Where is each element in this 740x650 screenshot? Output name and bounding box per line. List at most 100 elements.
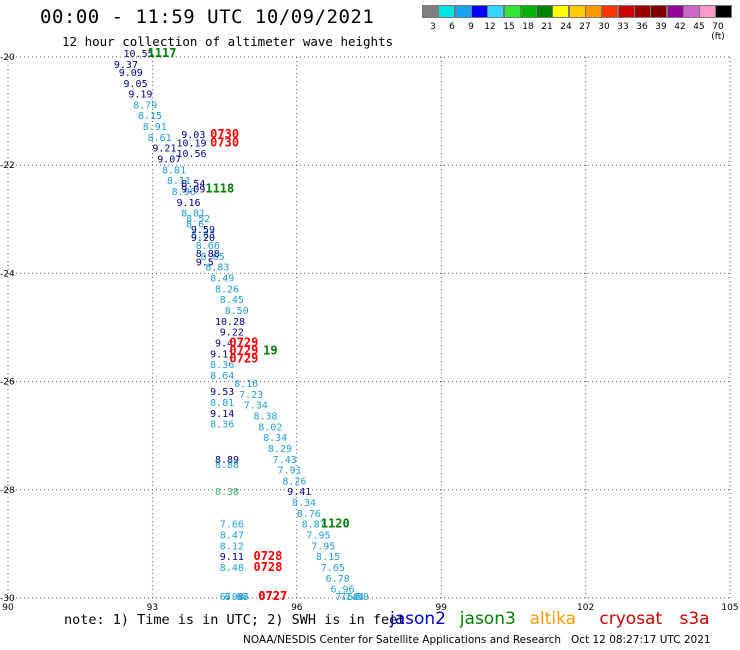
wave-height-label: 6.78 bbox=[326, 574, 350, 585]
x-tick-label: 105 bbox=[721, 603, 738, 610]
y-tick-label: -22 bbox=[0, 161, 15, 171]
wave-height-label: 9.41 bbox=[287, 487, 311, 498]
wave-height-label: 8.83 bbox=[205, 263, 229, 274]
wave-height-label: 8.66 bbox=[196, 241, 220, 252]
wave-height-label: 9.07 bbox=[157, 154, 181, 165]
wave-height-label: 6.66 bbox=[225, 592, 249, 603]
wave-height-label: 8.38 bbox=[253, 411, 277, 422]
wave-height-label: 10.55 bbox=[124, 49, 154, 60]
legend-item-cryosat: cryosat bbox=[599, 609, 663, 629]
wave-height-label: 6.98 bbox=[220, 592, 244, 603]
chart-plot: 90 93 96 99 102 105-20-22-24-26-28-30 10.5511… bbox=[0, 46, 739, 610]
wave-height-label: 9.11 bbox=[220, 552, 244, 563]
wave-height-label: 8.61 bbox=[148, 133, 172, 144]
wave-height-label: 7.59 bbox=[345, 592, 369, 603]
wave-height-label: 0728 bbox=[253, 560, 282, 574]
color-scale-label: 33 bbox=[617, 22, 629, 32]
wave-height-label: 8.76 bbox=[297, 509, 321, 520]
wave-height-label: 6.96 bbox=[330, 585, 354, 596]
wave-height-label: 1118 bbox=[205, 181, 234, 195]
wave-height-label: 9.19 bbox=[128, 90, 152, 101]
wave-height-label: 7.65 bbox=[321, 563, 345, 574]
wave-height-label: 7.44 bbox=[340, 592, 364, 603]
x-tick-label: 93 bbox=[147, 603, 158, 610]
wave-height-label: 8.52 bbox=[186, 214, 210, 225]
wave-height-label: 9.53 bbox=[210, 387, 234, 398]
wave-height-label: 1120 bbox=[321, 517, 350, 531]
wave-height-label: 8.96 bbox=[172, 187, 196, 198]
axes: 90 93 96 99 102 105 -20 -22 -24 -26 -28 -30 bbox=[0, 53, 739, 610]
legend-item-jason3: jason3 bbox=[459, 609, 516, 629]
x-tick-label: 99 bbox=[435, 603, 447, 610]
wave-height-label: 10.56 bbox=[176, 149, 206, 160]
wave-height-label: 9.11 bbox=[210, 349, 234, 360]
color-scale-label: 21 bbox=[541, 22, 553, 32]
wave-height-label: 10.28 bbox=[215, 317, 245, 328]
wave-height-label: 9.21 bbox=[152, 144, 176, 155]
wave-height-label: 8.81 bbox=[181, 209, 205, 220]
wave-height-label: 9.03 bbox=[181, 130, 205, 141]
legend-item-altika: altika bbox=[529, 609, 577, 629]
wave-height-label: 8.26 bbox=[282, 476, 306, 487]
data-labels: 10.5511179.379.099.059.198.798.158.918.6… bbox=[114, 46, 369, 603]
wave-height-label: 9.16 bbox=[176, 198, 200, 209]
color-scale-label: 30 bbox=[598, 22, 610, 32]
wave-height-label: 0730 bbox=[210, 127, 239, 141]
wave-height-label: 8.87 bbox=[302, 520, 326, 531]
x-tick-label: 102 bbox=[577, 603, 594, 610]
wave-height-label: 9.37 bbox=[114, 60, 138, 71]
color-scale-label: 70 (ft) bbox=[711, 22, 725, 42]
wave-height-label: 8.81 bbox=[210, 398, 234, 409]
wave-height-label: 7.34 bbox=[244, 401, 268, 412]
wave-height-label: 8.34 bbox=[263, 433, 287, 444]
color-scale-label: 45 bbox=[693, 22, 705, 32]
wave-height-label: 8.15 bbox=[316, 552, 340, 563]
wave-height-label: 8.45 bbox=[220, 295, 244, 306]
wave-height-label: 9.59 bbox=[191, 225, 215, 236]
wave-height-label: 7.23 bbox=[239, 390, 263, 401]
wave-height-label: 8.49 bbox=[210, 274, 234, 285]
wave-height-label: 8.6 bbox=[186, 219, 204, 230]
color-swatch bbox=[715, 5, 733, 18]
x-tick-label: 90 bbox=[2, 603, 14, 610]
wave-height-label: 8.36 bbox=[210, 420, 234, 431]
wave-height-label: 7.91 bbox=[278, 466, 302, 477]
wave-height-label: 8.29 bbox=[268, 444, 292, 455]
wave-height-label: 8.83 bbox=[191, 230, 215, 241]
wave-height-label: 8.54 bbox=[181, 179, 205, 190]
color-scale-label: 24 bbox=[560, 22, 572, 32]
color-scale-label: 9 bbox=[468, 22, 474, 32]
color-scale-label: 39 bbox=[655, 22, 667, 32]
wave-height-label: 9.22 bbox=[220, 328, 244, 339]
wave-height-label: 7.95 bbox=[306, 530, 330, 541]
chart-subtitle: 12 hour collection of altimeter wave hei… bbox=[62, 34, 394, 49]
wave-height-label: 0727 bbox=[258, 589, 287, 603]
wave-height-label: 7.37 bbox=[225, 592, 249, 603]
wave-height-label: 8.65 bbox=[201, 252, 225, 263]
wave-height-label: 0729 bbox=[229, 335, 258, 349]
wave-height-label: 8.12 bbox=[220, 541, 244, 552]
credits: NOAA/NESDIS Center for Satellite Applica… bbox=[243, 634, 711, 646]
wave-height-label: 9.09 bbox=[181, 184, 205, 195]
chart-title: 00:00 - 11:59 UTC 10/09/2021 bbox=[40, 6, 375, 28]
x-tick-label: 96 bbox=[291, 603, 303, 610]
wave-height-label: 19 bbox=[263, 344, 277, 358]
wave-height-label: 8.38 bbox=[215, 487, 239, 498]
wave-height-label: 0730 bbox=[210, 135, 239, 149]
wave-height-label: 8.50 bbox=[225, 306, 249, 317]
wave-height-label: 8.16 bbox=[234, 379, 258, 390]
wave-height-label: 8.02 bbox=[258, 422, 282, 433]
color-scale-label: 27 bbox=[579, 22, 591, 32]
color-scale-label: 12 bbox=[484, 22, 496, 32]
wave-height-label: 9.20 bbox=[191, 233, 215, 244]
legend-item-jason2: jason2 bbox=[390, 609, 446, 629]
color-scale-label: 3 bbox=[430, 22, 436, 32]
color-scale-label: 42 bbox=[674, 22, 686, 32]
wave-height-label: 8.34 bbox=[292, 498, 316, 509]
wave-height-label: 0728 bbox=[253, 549, 282, 563]
color-scale-label: 18 bbox=[522, 22, 534, 32]
wave-height-label: 8.47 bbox=[220, 530, 244, 541]
wave-height-label: 0729 bbox=[229, 344, 258, 358]
wave-height-label: 0729 bbox=[229, 352, 258, 366]
y-tick-label: -26 bbox=[0, 378, 15, 388]
